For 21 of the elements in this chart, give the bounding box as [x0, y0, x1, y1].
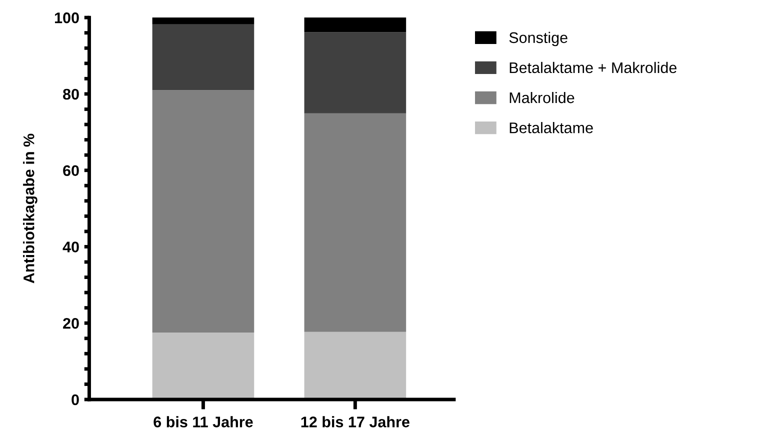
legend-label: Makrolide	[510, 92, 574, 104]
legend-label: Betalaktame	[510, 122, 593, 134]
bar	[152, 18, 254, 24]
y-tick-label: 0	[72, 394, 79, 406]
y-axis-title: Antibiotikagabe in %	[23, 134, 38, 284]
x-tick-label: 12 bis 17 Jahre	[301, 416, 410, 428]
y-tick-label: 60	[63, 165, 79, 176]
bar	[152, 90, 254, 333]
y-tick-label: 80	[63, 88, 79, 100]
y-tick-label: 20	[63, 318, 79, 329]
legend-label: Betalaktame + Makrolide	[510, 62, 676, 74]
y-tick-label: 100	[54, 12, 79, 24]
bar	[304, 113, 406, 332]
bar	[304, 32, 406, 114]
y-tick-label: 40	[62, 242, 79, 252]
legend-label: Sonstige	[509, 32, 568, 46]
bar	[152, 24, 254, 90]
x-tick-label: 6 bis 11 Jahre	[154, 416, 253, 428]
bar	[304, 18, 406, 32]
bar	[152, 332, 254, 400]
bar	[304, 332, 406, 400]
